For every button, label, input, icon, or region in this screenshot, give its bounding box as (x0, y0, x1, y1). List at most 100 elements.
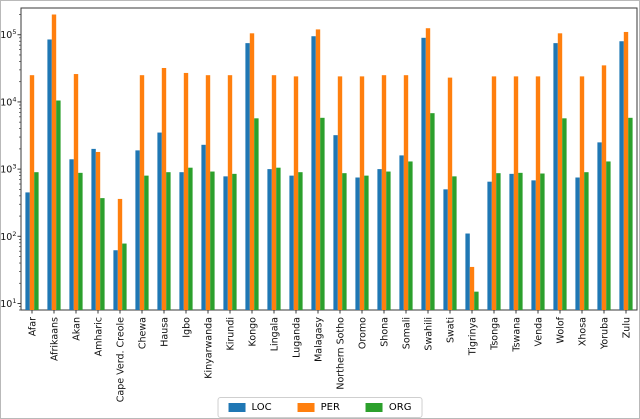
x-axis-tick-label: Luganda (292, 317, 303, 358)
bar-org (78, 172, 83, 310)
y-axis-tick-label: 104 (0, 95, 16, 108)
bar-org (408, 161, 413, 310)
bar-loc (333, 135, 338, 310)
y-axis-tick-label: 103 (0, 163, 16, 176)
bar-loc (421, 37, 426, 310)
bar-org (34, 172, 39, 310)
bar-loc (619, 41, 624, 310)
bar-per (315, 29, 321, 310)
legend-swatch-per (297, 403, 315, 412)
bar-loc (47, 39, 52, 310)
bar-per (117, 198, 123, 310)
x-axis-tick-label: Lingala (270, 317, 281, 351)
bar-org (166, 172, 171, 310)
bar-org (298, 172, 303, 310)
bar-per (271, 75, 277, 310)
x-axis-tick-label: Cape Verd. Creole (116, 317, 127, 402)
x-axis-tick-label: Tigrinya (468, 317, 479, 356)
legend-swatch-loc (228, 403, 246, 412)
bar-per (403, 75, 409, 310)
x-axis-tick-label: Northern Sotho (336, 317, 347, 390)
bar-loc (91, 148, 96, 310)
bar-loc (553, 43, 558, 311)
legend-swatch-org (365, 403, 383, 412)
x-axis-tick-label: Afrikaans (50, 317, 61, 361)
bar-per (293, 76, 299, 310)
legend-item-per: PER (297, 401, 340, 413)
x-axis-tick-label: Zulu (622, 317, 633, 338)
legend-label: PER (320, 401, 340, 413)
bar-loc (597, 142, 602, 310)
bar-per (359, 76, 365, 310)
bar-org (144, 175, 149, 310)
bar-per (161, 67, 167, 311)
bar-org (122, 243, 127, 310)
bar-org (496, 173, 501, 310)
bar-per (623, 31, 629, 311)
bar-per (29, 75, 35, 310)
x-axis-tick-label: Igbo (182, 317, 193, 338)
bar-loc (377, 169, 382, 310)
bar-per (227, 75, 233, 310)
bar-org (100, 198, 105, 310)
bar-per (205, 75, 211, 310)
bar-per (73, 74, 79, 310)
legend-label: LOC (251, 401, 272, 413)
x-axis-tick-label: Kirundi (226, 317, 237, 351)
y-axis-tick-label: 101 (0, 297, 16, 310)
bar-per (95, 151, 101, 310)
bar-per (183, 72, 189, 311)
bar-loc (443, 189, 448, 310)
legend-label: ORG (388, 401, 412, 413)
bar-per (469, 266, 475, 310)
x-axis-tick-label: Somali (402, 317, 413, 349)
bar-org (584, 172, 589, 310)
bar-org (188, 167, 193, 310)
bar-org (518, 172, 523, 310)
y-axis-tick-label: 105 (0, 28, 16, 41)
bar-org (56, 100, 61, 310)
bar-per (425, 28, 431, 310)
legend-item-loc: LOC (228, 401, 272, 413)
x-axis-tick-label: Oromo (358, 317, 369, 349)
bar-per (447, 77, 453, 310)
x-axis-tick-label: Tsonga (490, 317, 501, 351)
bar-loc (135, 150, 140, 310)
x-axis-tick-label: Venda (534, 317, 545, 346)
bar-loc (355, 177, 360, 310)
bar-loc (267, 169, 272, 310)
bar-per (337, 76, 343, 310)
bar-per (513, 76, 519, 310)
bar-loc (69, 159, 74, 310)
bar-org (342, 173, 347, 310)
bar-org (540, 173, 545, 310)
legend-item-org: ORG (365, 401, 412, 413)
bar-org (320, 117, 325, 310)
x-axis-tick-label: Hausa (160, 317, 171, 347)
bar-org (364, 175, 369, 310)
bar-loc (223, 176, 228, 310)
bar-org (562, 118, 567, 310)
bar-per (249, 33, 255, 310)
x-axis-tick-label: Kongo (248, 317, 259, 347)
x-axis-tick-label: Swahili (424, 317, 435, 351)
bar-per (491, 76, 497, 310)
bar-per (51, 14, 57, 310)
bar-loc (465, 233, 470, 310)
bar-org (452, 176, 457, 310)
bar-loc (113, 250, 118, 310)
bar-loc (311, 36, 316, 311)
bar-loc (157, 132, 162, 310)
bar-loc (179, 172, 184, 310)
bar-per (381, 75, 387, 310)
x-axis-tick-label: Swati (446, 317, 457, 343)
legend: LOC PER ORG (217, 397, 423, 418)
y-axis-tick-label: 102 (0, 230, 16, 243)
bar-org (254, 118, 259, 310)
x-axis-tick-label: Afar (28, 317, 39, 336)
bar-per (579, 76, 585, 310)
bar-org (276, 167, 281, 310)
bar-org (232, 173, 237, 310)
